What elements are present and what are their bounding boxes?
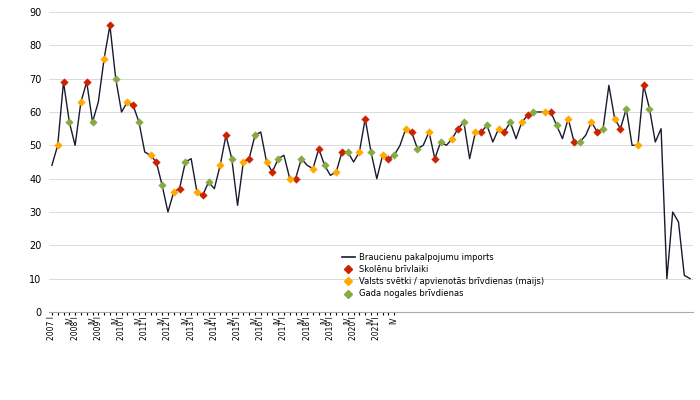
Point bbox=[99, 56, 110, 62]
Point bbox=[412, 146, 423, 152]
Point bbox=[568, 139, 580, 145]
Point bbox=[307, 166, 318, 172]
Legend: Braucienu pakalpojumu imports, Skolēnu brīvlaiki, Valsts svētki / apvienotās brī: Braucienu pakalpojumu imports, Skolēnu b… bbox=[339, 249, 547, 302]
Point bbox=[203, 179, 214, 185]
Point bbox=[389, 152, 400, 158]
Point bbox=[168, 189, 179, 195]
Point bbox=[493, 126, 504, 132]
Point bbox=[545, 109, 557, 115]
Point bbox=[452, 126, 463, 132]
Point bbox=[104, 22, 116, 28]
Point bbox=[81, 79, 92, 85]
Point bbox=[261, 159, 272, 165]
Point bbox=[406, 129, 417, 135]
Point bbox=[383, 156, 394, 162]
Point bbox=[58, 79, 69, 85]
Point bbox=[505, 119, 516, 125]
Point bbox=[516, 119, 527, 125]
Point bbox=[220, 132, 232, 138]
Point bbox=[267, 169, 278, 175]
Point bbox=[528, 109, 539, 115]
Point bbox=[644, 106, 655, 112]
Point bbox=[400, 126, 412, 132]
Point bbox=[377, 152, 388, 158]
Point bbox=[290, 176, 301, 182]
Point bbox=[609, 116, 620, 122]
Point bbox=[249, 132, 260, 138]
Point bbox=[180, 159, 191, 165]
Point bbox=[226, 156, 237, 162]
Point bbox=[540, 109, 551, 115]
Point bbox=[482, 122, 493, 128]
Point bbox=[574, 139, 585, 145]
Point bbox=[632, 142, 643, 148]
Point bbox=[133, 119, 144, 125]
Point bbox=[458, 119, 470, 125]
Point bbox=[475, 129, 486, 135]
Point bbox=[499, 129, 510, 135]
Point bbox=[197, 192, 209, 198]
Point bbox=[191, 189, 202, 195]
Point bbox=[615, 126, 626, 132]
Point bbox=[435, 139, 446, 145]
Point bbox=[447, 136, 458, 142]
Point bbox=[110, 76, 121, 82]
Point bbox=[638, 82, 650, 88]
Point bbox=[150, 159, 162, 165]
Point bbox=[365, 149, 377, 155]
Point bbox=[127, 102, 139, 108]
Point bbox=[342, 149, 354, 155]
Point bbox=[586, 119, 597, 125]
Point bbox=[215, 162, 226, 168]
Point bbox=[296, 156, 307, 162]
Point bbox=[272, 156, 284, 162]
Point bbox=[87, 119, 98, 125]
Point bbox=[360, 116, 371, 122]
Point bbox=[145, 152, 156, 158]
Point bbox=[621, 106, 632, 112]
Point bbox=[522, 112, 533, 118]
Point bbox=[354, 149, 365, 155]
Point bbox=[592, 129, 603, 135]
Point bbox=[551, 122, 562, 128]
Point bbox=[563, 116, 574, 122]
Point bbox=[337, 149, 348, 155]
Point bbox=[424, 129, 435, 135]
Point bbox=[64, 119, 75, 125]
Point bbox=[238, 159, 249, 165]
Point bbox=[470, 129, 481, 135]
Point bbox=[429, 156, 440, 162]
Point bbox=[598, 126, 609, 132]
Point bbox=[319, 162, 330, 168]
Point bbox=[330, 169, 342, 175]
Point bbox=[76, 99, 87, 105]
Point bbox=[313, 146, 324, 152]
Point bbox=[284, 176, 295, 182]
Point bbox=[174, 186, 185, 192]
Point bbox=[157, 182, 168, 188]
Point bbox=[52, 142, 63, 148]
Point bbox=[244, 156, 255, 162]
Point bbox=[122, 99, 133, 105]
